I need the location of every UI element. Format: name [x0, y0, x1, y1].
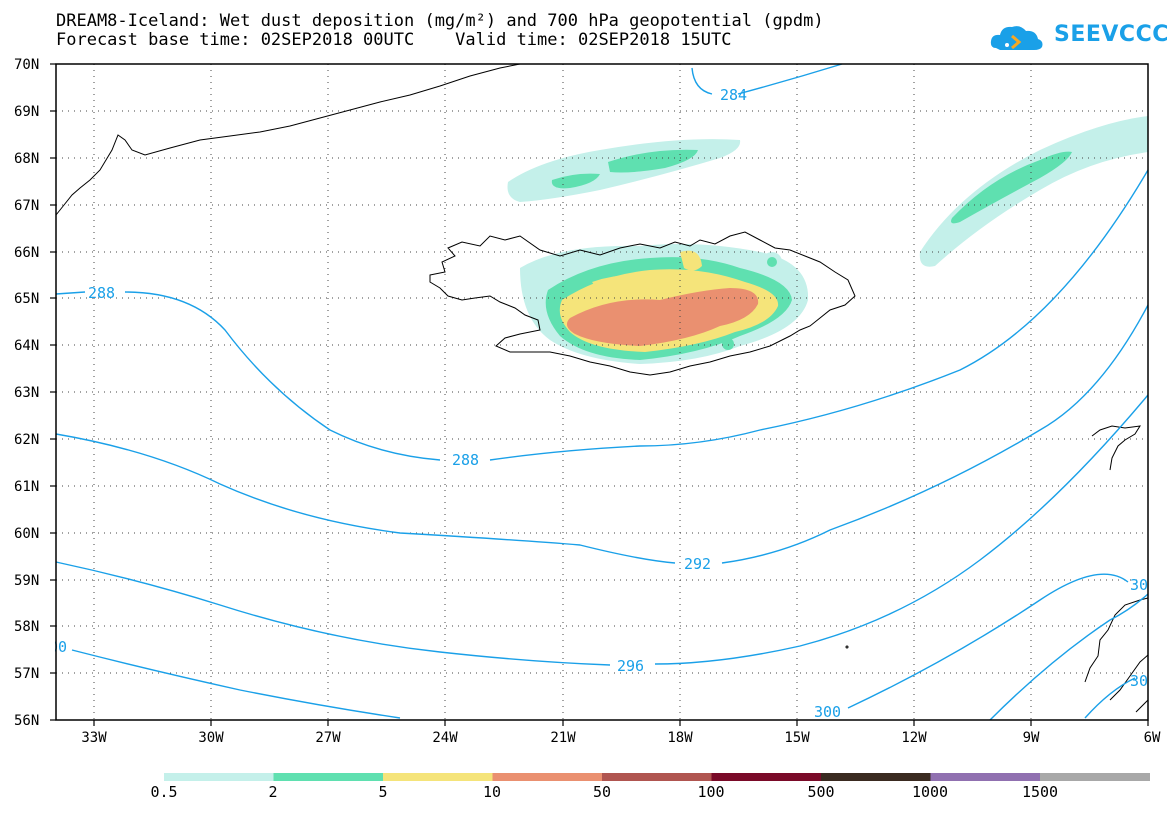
lat-label: 68N [14, 151, 39, 167]
map-title: DREAM8-Iceland: Wet dust deposition (mg/… [56, 11, 824, 31]
lat-label: 63N [14, 385, 39, 401]
latitude-labels: 70N 69N 68N 67N 66N 65N 64N 63N 62N 61N … [14, 57, 39, 729]
lon-label: 33W [81, 730, 107, 746]
contour-label: 30 [1130, 672, 1148, 690]
contour-label: 300 [814, 703, 841, 721]
axis-ticks [50, 63, 1149, 726]
colorbar-segment [492, 773, 603, 781]
seevccc-logo-icon [990, 26, 1043, 50]
colorbar-label: 1500 [1021, 783, 1059, 801]
lat-label: 67N [14, 198, 39, 214]
colorbar-segment [602, 773, 712, 781]
colorbar-segment [711, 773, 822, 781]
lon-label: 30W [198, 730, 224, 746]
colorbar-label: 100 [697, 783, 725, 801]
lat-label: 57N [14, 666, 39, 682]
colorbar-label: 2 [268, 783, 278, 801]
colorbar-label: 5 [378, 783, 388, 801]
iceland-coast [429, 231, 856, 376]
graticule [56, 64, 1148, 720]
colorbar-label: 0.5 [150, 783, 178, 801]
lon-label: 12W [901, 730, 927, 746]
lat-label: 69N [14, 104, 39, 120]
lon-label: 6W [1144, 730, 1161, 746]
lat-label: 66N [14, 245, 39, 261]
contour-label: 288 [88, 284, 115, 302]
lat-label: 58N [14, 619, 39, 635]
geopotential-contours [55, 63, 1149, 721]
lon-label: 27W [315, 730, 341, 746]
contour-label: 288 [452, 451, 479, 469]
longitude-labels: 33W 30W 27W 24W 21W 18W 15W 12W 9W 6W [81, 730, 1161, 746]
logo-text: SEEVCCC [1054, 22, 1169, 47]
lat-label: 61N [14, 479, 39, 495]
colorbar-label: 10 [482, 783, 502, 801]
lat-label: 64N [14, 338, 39, 354]
contour-label: 296 [617, 657, 644, 675]
lat-label: 62N [14, 432, 39, 448]
colorbar-label: 50 [592, 783, 612, 801]
dust-plume-north [507, 139, 741, 202]
lon-label: 21W [550, 730, 576, 746]
colorbar-label: 1000 [911, 783, 949, 801]
colorbar-label: 500 [807, 783, 835, 801]
lon-label: 15W [784, 730, 810, 746]
dust-iceland [520, 244, 809, 364]
lat-label: 60N [14, 526, 39, 542]
greenland-coast [55, 63, 521, 216]
lon-label: 9W [1023, 730, 1040, 746]
coastlines [55, 63, 1149, 713]
lat-label: 70N [14, 57, 39, 73]
forecast-times: Forecast base time: 02SEP2018 00UTC Vali… [56, 30, 732, 50]
colorbar-segment [383, 773, 493, 781]
colorbar [164, 773, 1150, 781]
lat-label: 59N [14, 573, 39, 589]
lon-label: 24W [432, 730, 458, 746]
faroe-coast [1091, 425, 1141, 471]
colorbar-segment [273, 773, 384, 781]
lat-label: 56N [14, 713, 39, 729]
lon-label: 18W [667, 730, 693, 746]
contour-label: 30 [1130, 576, 1148, 594]
colorbar-segment [821, 773, 931, 781]
scotland-coast [1084, 597, 1149, 713]
colorbar-segment [1040, 773, 1150, 781]
colorbar-segment [930, 773, 1041, 781]
dust-plume-northeast [919, 116, 1148, 267]
lat-label: 65N [14, 291, 39, 307]
contour-label: 284 [720, 86, 747, 104]
colorbar-segment [164, 773, 274, 781]
contour-labels: 284 288 288 292 296 300 300 30 30 [40, 86, 1148, 721]
contour-label: 292 [684, 555, 711, 573]
